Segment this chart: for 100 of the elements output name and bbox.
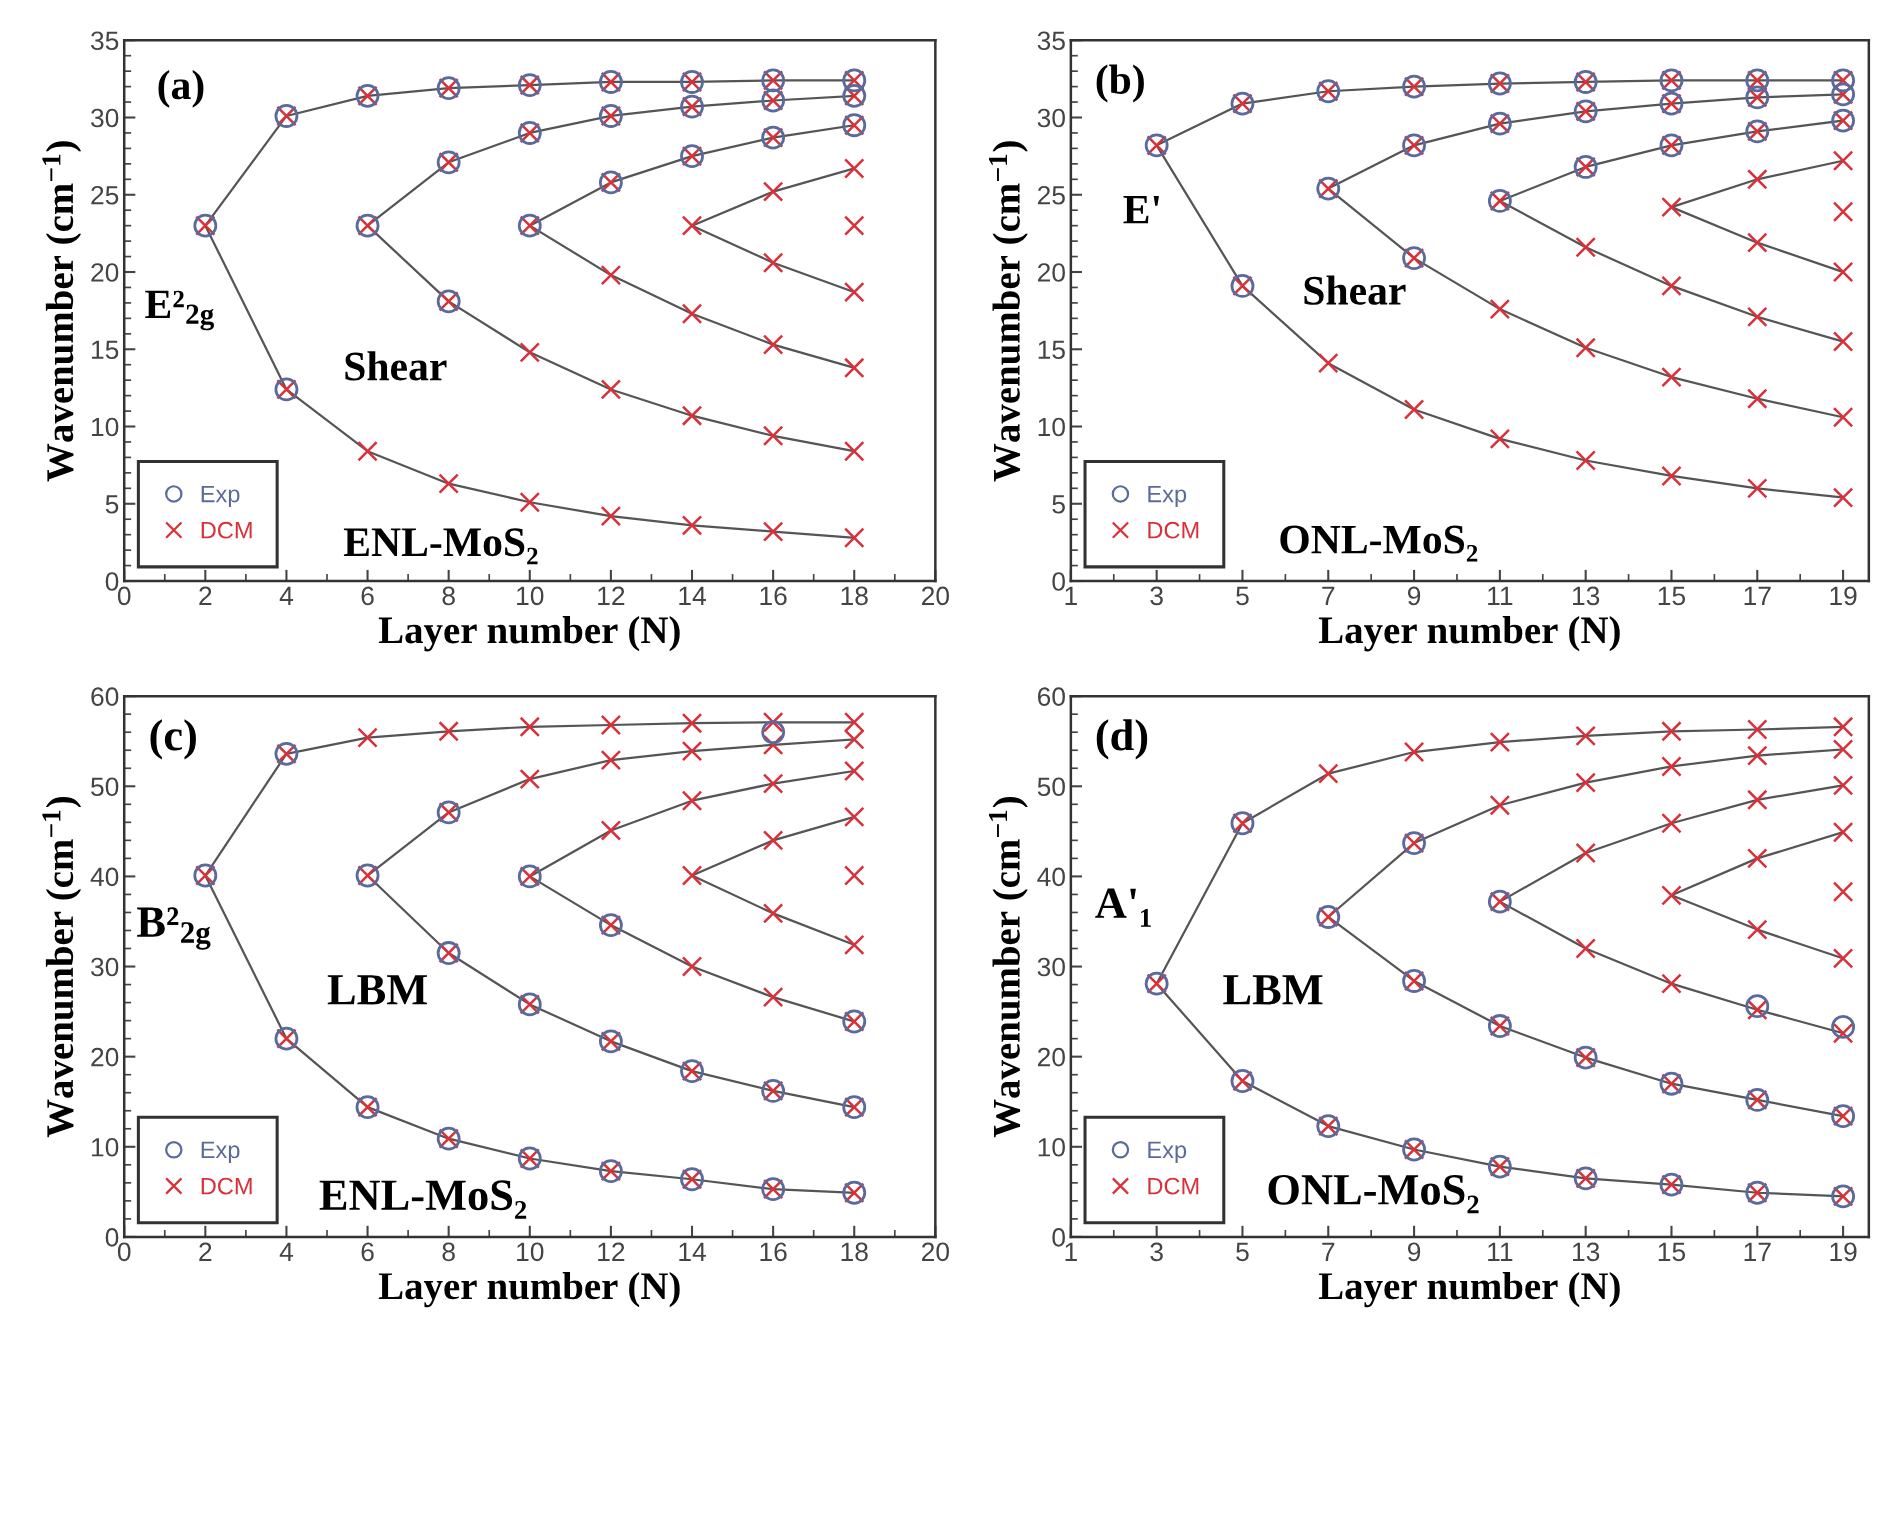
x-tick-label: 10 (517, 586, 544, 606)
x-tick-label: 3 (1150, 1242, 1163, 1262)
y-tick-label: 5 (105, 495, 119, 514)
x-tick-label: 4 (279, 1242, 294, 1261)
annotation: (b) (1096, 64, 1144, 103)
annotation: E' (1123, 196, 1159, 224)
annotation: ENL-MoS₂ (319, 1180, 527, 1219)
y-tick-label: 40 (1037, 867, 1065, 887)
annotation: E²$_{2g}$ (145, 290, 214, 331)
x-tick-label: 19 (1830, 1242, 1857, 1262)
annotation: LBM (327, 975, 427, 1005)
y-axis-title: Wavenumber (cm$^{−1}$) (42, 141, 82, 482)
x-tick-label: 1 (1065, 586, 1077, 605)
y-tick-label: 0 (105, 1228, 119, 1247)
y-axis-title: Wavenumber (cm$^{−1}$) (989, 141, 1028, 482)
y-tick-label: 0 (105, 572, 119, 591)
x-tick-label: 2 (199, 1242, 212, 1261)
annotation: ENL-MoS₂ (343, 528, 538, 565)
x-tick-label: 20 (922, 586, 949, 606)
x-tick-label: 13 (1573, 1242, 1600, 1262)
y-axis-title: Wavenumber (cm$^{−1}$) (42, 797, 82, 1138)
x-tick-label: 17 (1744, 1242, 1771, 1261)
y-tick-label: 25 (91, 185, 119, 205)
x-axis-title: Layer number (N) (1318, 1271, 1620, 1308)
x-tick-label: 9 (1407, 1242, 1421, 1262)
annotation: Shear (1304, 275, 1406, 305)
y-tick-label: 10 (1038, 1137, 1065, 1157)
x-tick-label: 6 (361, 586, 374, 606)
x-tick-label: 5 (1236, 586, 1249, 606)
x-tick-label: 12 (598, 586, 625, 605)
x-tick-label: 15 (1658, 1242, 1686, 1262)
x-tick-label: 2 (199, 586, 212, 605)
x-tick-label: 18 (841, 1242, 868, 1262)
y-axis-title: Wavenumber (cm$^{−1}$) (989, 797, 1028, 1138)
x-tick-label: 17 (1744, 586, 1771, 605)
y-tick-label: 10 (1038, 417, 1065, 437)
x-axis-title: Layer number (N) (1318, 616, 1620, 652)
y-tick-label: 50 (1037, 777, 1065, 797)
x-tick-label: 10 (517, 1242, 544, 1262)
y-tick-label: 10 (92, 417, 119, 437)
legend-label: DCM (201, 1177, 252, 1195)
annotation: ONL-MoS₂ (1280, 525, 1478, 562)
annotation: B²$_{2g}$ (137, 907, 211, 950)
x-tick-label: 5 (1236, 1242, 1249, 1262)
x-tick-label: 14 (679, 1242, 706, 1261)
x-tick-label: 3 (1150, 586, 1163, 606)
legend-label: Exp (201, 1141, 240, 1163)
y-tick-label: 0 (1052, 1228, 1065, 1247)
annotation: Shear (345, 351, 447, 381)
y-tick-label: 35 (1037, 31, 1065, 51)
y-tick-label: 20 (91, 1047, 119, 1067)
annotation: A'₁ (1095, 888, 1151, 927)
y-tick-label: 15 (92, 340, 119, 360)
x-tick-label: 20 (922, 1242, 949, 1262)
y-tick-label: 15 (1038, 340, 1065, 360)
x-tick-label: 13 (1573, 586, 1600, 606)
y-tick-label: 50 (91, 777, 119, 797)
y-tick-label: 5 (1052, 495, 1065, 514)
x-tick-label: 16 (760, 1242, 787, 1262)
y-tick-label: 40 (90, 867, 119, 887)
x-axis-title: Layer number (N) (378, 616, 680, 652)
legend-label: DCM (1148, 521, 1199, 539)
x-tick-label: 11 (1488, 586, 1513, 605)
x-tick-label: 9 (1407, 586, 1421, 606)
y-tick-label: 30 (91, 108, 119, 128)
y-tick-label: 20 (91, 263, 119, 282)
x-tick-label: 15 (1658, 586, 1686, 606)
legend-label: Exp (201, 485, 240, 508)
y-tick-label: 0 (1052, 572, 1065, 591)
annotation: (a) (158, 70, 204, 108)
y-tick-label: 30 (1037, 957, 1065, 977)
annotation: (d) (1096, 719, 1148, 760)
x-tick-label: 14 (679, 586, 706, 605)
y-tick-label: 20 (1037, 263, 1065, 282)
y-tick-label: 35 (91, 31, 119, 51)
annotation: ONL-MoS₂ (1268, 1174, 1479, 1214)
x-tick-label: 16 (760, 586, 787, 606)
x-tick-label: 1 (1065, 1242, 1077, 1261)
x-tick-label: 11 (1488, 1242, 1513, 1261)
y-tick-label: 30 (1037, 108, 1065, 128)
x-tick-label: 19 (1830, 586, 1857, 606)
x-tick-label: 4 (279, 586, 294, 605)
legend-label: Exp (1148, 485, 1187, 508)
y-tick-label: 25 (1037, 185, 1065, 205)
y-tick-label: 60 (91, 687, 119, 706)
legend-label: Exp (1148, 1141, 1187, 1163)
x-tick-label: 12 (598, 1242, 625, 1261)
y-tick-label: 20 (1037, 1047, 1065, 1067)
x-tick-label: 7 (1322, 1242, 1335, 1261)
x-tick-label: 18 (841, 586, 868, 606)
legend-label: DCM (201, 521, 252, 539)
annotation: (c) (150, 719, 196, 760)
y-tick-label: 30 (91, 957, 119, 977)
x-tick-label: 8 (442, 586, 455, 606)
x-tick-label: 7 (1322, 586, 1335, 605)
x-tick-label: 8 (442, 1242, 455, 1262)
y-tick-label: 10 (92, 1137, 119, 1157)
y-tick-label: 60 (1037, 687, 1065, 706)
x-tick-label: 6 (361, 1242, 374, 1262)
annotation: LBM (1223, 975, 1323, 1005)
